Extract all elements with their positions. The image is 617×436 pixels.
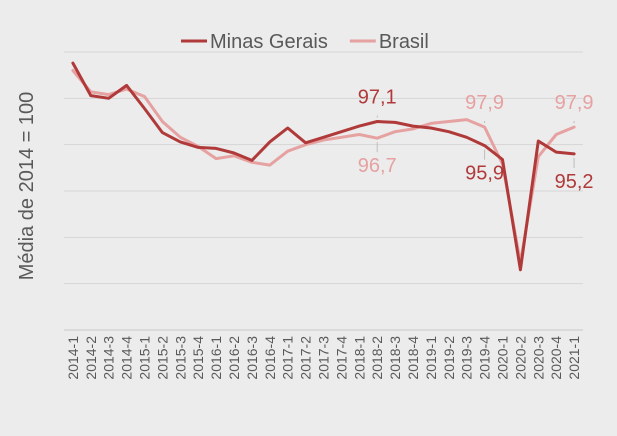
data-labels: 97,1 96,7 97,9 95,9 97,9 95,2: [358, 87, 594, 193]
x-tick-label: 2019-2: [441, 336, 457, 380]
series-lines: [71, 61, 576, 272]
x-tick-label: 2019-1: [423, 336, 439, 380]
x-tick-label: 2018-2: [369, 336, 385, 380]
data-label: 97,1: [358, 87, 397, 109]
data-label: 95,9: [465, 163, 504, 185]
x-tick-label: 2016-1: [208, 336, 224, 380]
legend-label-minas-gerais: Minas Gerais: [210, 31, 328, 53]
data-label: 97,9: [555, 92, 594, 114]
series-line-brasil: [71, 69, 576, 264]
x-tick-label: 2017-2: [298, 336, 314, 380]
x-tick-label: 2019-3: [459, 336, 475, 380]
series-line-minas-gerais: [71, 61, 576, 272]
x-tick-label: 2015-3: [172, 336, 188, 380]
x-tick-label: 2015-2: [154, 336, 170, 380]
x-tick-label: 2017-1: [280, 336, 296, 380]
x-tick-label: 2018-3: [387, 336, 403, 380]
x-tick-label: 2014-2: [83, 336, 99, 380]
x-tick-label: 2015-4: [190, 336, 206, 380]
legend: Minas Gerais Brasil: [181, 31, 429, 53]
x-tick-label: 2016-4: [262, 336, 278, 380]
x-tick-label: 2017-4: [333, 336, 349, 380]
x-tick-label: 2019-4: [477, 336, 493, 380]
data-label: 96,7: [358, 155, 397, 177]
x-tick-label: 2020-3: [530, 336, 546, 380]
y-axis-label: Média de 2014 = 100: [16, 92, 38, 281]
x-tick-label: 2014-3: [101, 336, 117, 380]
x-tick-label: 2020-4: [548, 336, 564, 380]
data-label: 97,9: [465, 92, 504, 114]
gridlines: [64, 51, 583, 331]
x-tick-label: 2016-2: [226, 336, 242, 380]
x-tick-label: 2014-4: [119, 336, 135, 380]
x-tick-label: 2020-2: [512, 336, 528, 380]
x-tick-label: 2017-3: [316, 336, 332, 380]
x-tick-label: 2015-1: [137, 336, 153, 380]
legend-label-brasil: Brasil: [379, 31, 429, 53]
x-tick-label: 2021-1: [566, 336, 582, 380]
x-tick-label: 2020-1: [495, 336, 511, 380]
x-axis-ticks: 2014-1 2014-2 2014-3 2014-4 2015-1 2015-2 2015…: [65, 336, 582, 380]
x-tick-label: 2018-4: [405, 336, 421, 380]
x-tick-label: 2014-1: [65, 336, 81, 380]
x-tick-label: 2018-1: [351, 336, 367, 380]
data-label: 95,2: [555, 171, 594, 193]
x-tick-label: 2016-3: [244, 336, 260, 380]
